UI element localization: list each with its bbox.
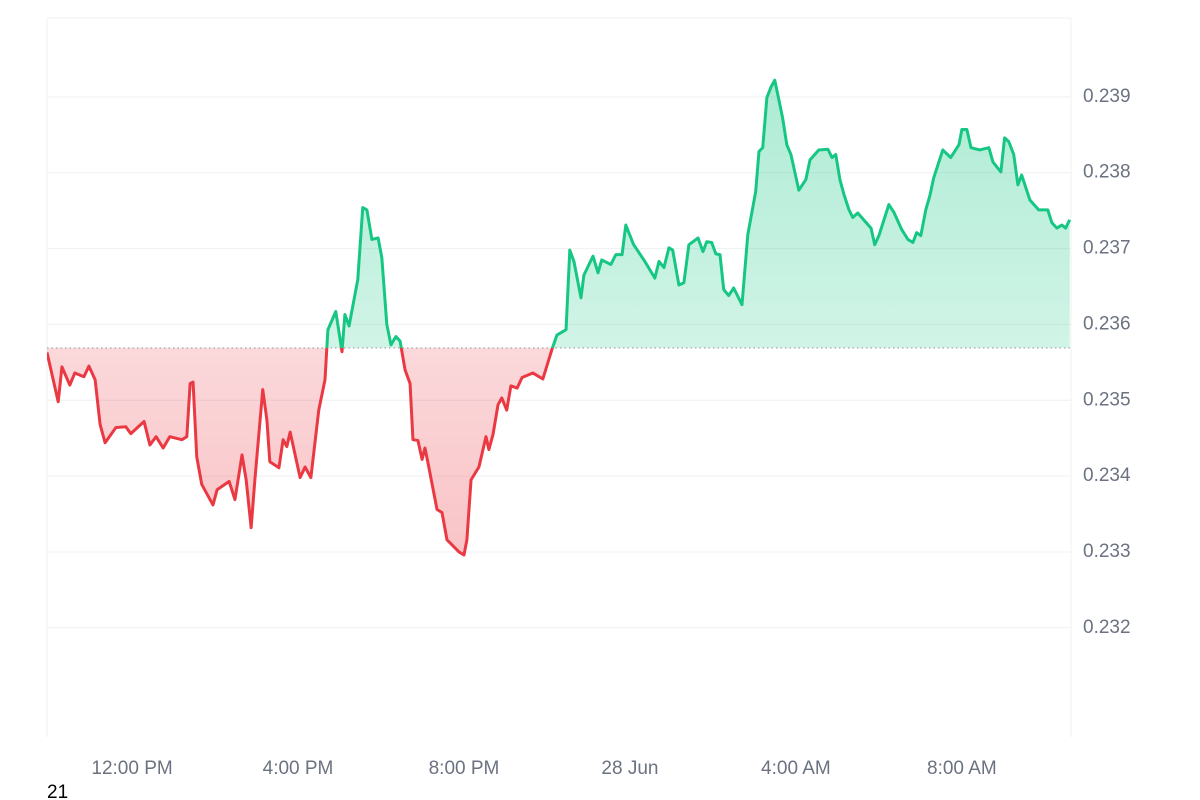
y-tick-label: 0.236 [1083, 313, 1131, 334]
x-tick-label: 12:00 PM [91, 758, 172, 779]
x-tick-label: 8:00 PM [429, 758, 500, 779]
area-down [47, 347, 1070, 555]
y-tick-label: 0.233 [1083, 541, 1131, 562]
price-line-down [47, 347, 555, 557]
y-tick-label: 0.237 [1083, 238, 1131, 259]
price-line-up [325, 78, 1071, 348]
footer-label: 21 [47, 782, 68, 800]
y-tick-label: 0.239 [1083, 86, 1131, 107]
y-tick-label: 0.232 [1083, 617, 1131, 638]
y-tick-label: 0.234 [1083, 465, 1131, 486]
x-tick-label: 4:00 AM [761, 758, 831, 779]
x-tick-label: 8:00 AM [927, 758, 997, 779]
labels: 0.232 0.233 0.234 0.235 0.236 0.237 0.238 0.239… [91, 86, 1131, 779]
y-tick-label: 0.235 [1083, 389, 1131, 410]
marks [47, 78, 1071, 557]
y-tick-label: 0.238 [1083, 162, 1131, 183]
x-tick-label: 4:00 PM [263, 758, 334, 779]
x-tick-label: 28 Jun [601, 758, 658, 779]
area-up [326, 80, 1070, 348]
